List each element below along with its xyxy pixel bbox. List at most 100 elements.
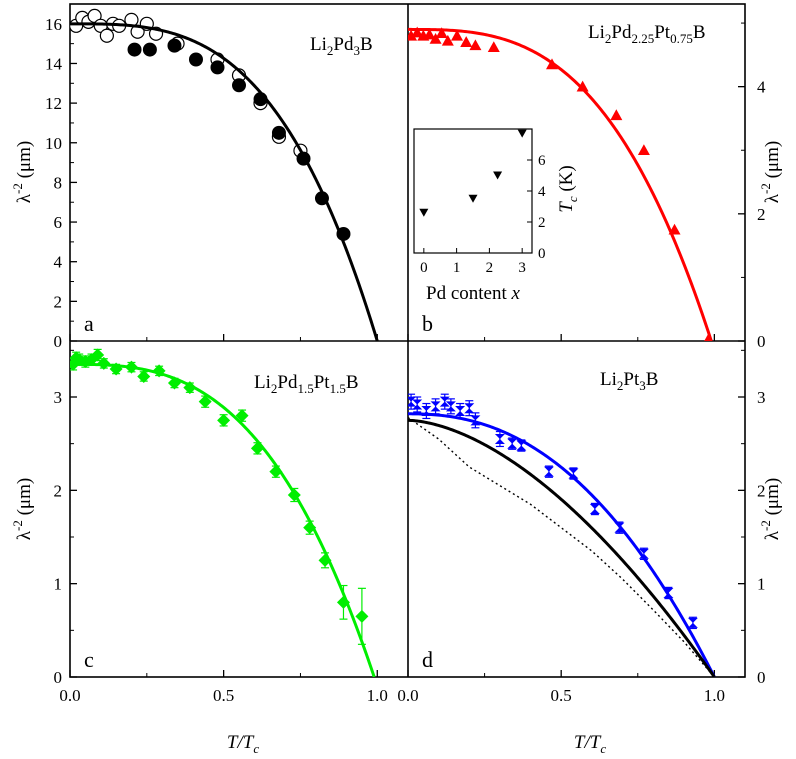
compound-part: Li bbox=[254, 372, 271, 393]
y-axis-label: λ-2 (μm) bbox=[10, 141, 35, 203]
compound-label: Li2Pd3B bbox=[310, 34, 373, 58]
inset-y-axis-label-main: T bbox=[556, 201, 577, 213]
compound-subscript: 0.75 bbox=[670, 31, 693, 46]
dotted-curve bbox=[408, 416, 715, 677]
panel-letter: a bbox=[84, 311, 94, 336]
y-tick-label: 3 bbox=[757, 388, 766, 407]
data-point-filled-circle bbox=[271, 125, 286, 140]
data-point-hourglass bbox=[507, 438, 518, 449]
inset-y-axis-label-sub: c bbox=[565, 196, 580, 202]
compound-part: B bbox=[346, 372, 359, 393]
compound-subscript: 1.5 bbox=[330, 381, 346, 396]
inset-y-tick-label: 6 bbox=[538, 153, 546, 169]
data-point-triangle bbox=[423, 28, 436, 40]
data-point-triangle-down bbox=[517, 129, 527, 138]
inset-x-axis-label-text: Pd content bbox=[426, 283, 512, 304]
data-point-triangle bbox=[576, 80, 589, 92]
compound-part: Li bbox=[310, 34, 327, 55]
inset-y-axis-label-unit: (K) bbox=[556, 165, 577, 196]
compound-label: Li2Pd2.25Pt0.75B bbox=[588, 22, 706, 46]
y-axis-label-sup: -2 bbox=[758, 183, 773, 194]
fit-curve bbox=[408, 27, 713, 341]
data-point-hourglass bbox=[430, 401, 441, 412]
data-point-triangle bbox=[469, 39, 482, 51]
y-tick-label: 2 bbox=[757, 481, 766, 500]
inset-x-tick-label: 3 bbox=[518, 260, 526, 276]
y-axis-label: λ-2 (μm) bbox=[758, 141, 783, 203]
data-point-open-circle bbox=[99, 28, 114, 43]
y-tick-label: 12 bbox=[45, 94, 62, 113]
x-axis-label-main: T/T bbox=[227, 732, 255, 753]
compound-part: Pd bbox=[277, 372, 298, 393]
data-point-triangle bbox=[429, 32, 442, 44]
panel-letter: b bbox=[422, 311, 433, 336]
y-tick-label: 1 bbox=[757, 575, 766, 594]
fit-curve bbox=[408, 412, 716, 677]
data-point-filled-circle bbox=[167, 38, 182, 53]
y-tick-label: 8 bbox=[54, 173, 63, 192]
data-point-triangle bbox=[451, 29, 464, 41]
y-tick-label: 3 bbox=[54, 388, 63, 407]
y-axis-label-sup: -2 bbox=[10, 183, 25, 194]
compound-part: Pd bbox=[333, 34, 354, 55]
inset-y-axis-label: Tc (K) bbox=[556, 165, 580, 213]
y-tick-label: 0 bbox=[757, 332, 766, 351]
y-axis-label-unit: (μm) bbox=[762, 478, 783, 520]
inset-x-tick-label: 2 bbox=[486, 260, 494, 276]
x-tick-label: 0.0 bbox=[397, 686, 418, 705]
data-point-diamond bbox=[217, 413, 231, 427]
y-tick-label: 10 bbox=[45, 134, 62, 153]
data-point-hourglass bbox=[412, 399, 423, 410]
x-tick-label: 1.0 bbox=[367, 686, 388, 705]
data-point-diamond bbox=[355, 609, 369, 623]
y-tick-label: 0 bbox=[757, 668, 766, 687]
inset-frame bbox=[413, 128, 533, 254]
inset-y-tick-label: 4 bbox=[538, 184, 546, 200]
data-point-triangle bbox=[435, 27, 448, 39]
data-point-triangle bbox=[487, 41, 500, 53]
y-axis-label-sup: -2 bbox=[758, 520, 773, 531]
data-point-triangle-down bbox=[419, 208, 429, 217]
y-axis-label-unit: (μm) bbox=[14, 478, 35, 520]
fit-curve bbox=[70, 22, 379, 341]
data-point-hourglass bbox=[455, 406, 466, 416]
y-tick-label: 2 bbox=[757, 205, 766, 224]
x-axis-label-sub: c bbox=[253, 741, 259, 756]
y-tick-label: 0 bbox=[54, 332, 63, 351]
compound-part: B bbox=[360, 34, 373, 55]
data-point-filled-circle bbox=[188, 52, 203, 67]
data-point-filled-circle bbox=[232, 78, 246, 93]
y-axis-label: λ-2 (μm) bbox=[758, 478, 783, 540]
compound-subscript: 2.25 bbox=[631, 31, 654, 46]
compound-part: Pt bbox=[654, 22, 671, 43]
y-axis-label-main: λ bbox=[14, 530, 35, 540]
plot-area bbox=[70, 348, 376, 677]
y-tick-label: 14 bbox=[45, 54, 63, 73]
fit-curve bbox=[70, 362, 376, 677]
data-point-hourglass bbox=[494, 434, 505, 444]
x-axis-label-main: T/T bbox=[574, 732, 602, 753]
plot-area bbox=[408, 393, 716, 677]
y-tick-label: 4 bbox=[54, 253, 63, 272]
data-point-hourglass bbox=[687, 617, 698, 628]
compound-part: Pd bbox=[611, 22, 632, 43]
data-point-filled-circle bbox=[127, 42, 142, 57]
x-axis-label-right: T/Tc bbox=[574, 732, 606, 756]
data-point-diamond bbox=[137, 369, 151, 383]
compound-part: Pt bbox=[314, 372, 331, 393]
x-axis-label-sub: c bbox=[600, 741, 606, 756]
inset-y-tick-label: 2 bbox=[538, 215, 546, 231]
data-point-hourglass bbox=[543, 466, 554, 477]
y-tick-label: 1 bbox=[54, 575, 63, 594]
compound-label: Li2Pt3B bbox=[600, 369, 658, 393]
plot-area bbox=[408, 26, 713, 341]
x-tick-label: 0.0 bbox=[59, 686, 80, 705]
compound-part: Li bbox=[588, 22, 605, 43]
compound-subscript: 3 bbox=[353, 43, 360, 58]
y-axis-label: λ-2 (μm) bbox=[10, 478, 35, 540]
x-axis-label-left: T/Tc bbox=[227, 732, 259, 756]
data-point-triangle bbox=[610, 109, 623, 121]
